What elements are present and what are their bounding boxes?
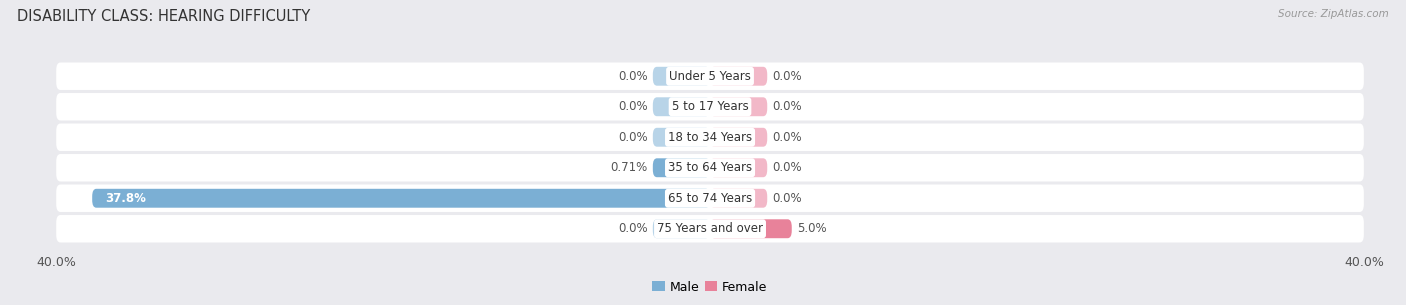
Text: 0.0%: 0.0% (619, 100, 648, 113)
FancyBboxPatch shape (56, 93, 1364, 120)
FancyBboxPatch shape (56, 124, 1364, 151)
Text: 35 to 64 Years: 35 to 64 Years (668, 161, 752, 174)
Text: 0.0%: 0.0% (772, 100, 801, 113)
FancyBboxPatch shape (710, 158, 768, 177)
Text: 0.0%: 0.0% (772, 70, 801, 83)
Text: DISABILITY CLASS: HEARING DIFFICULTY: DISABILITY CLASS: HEARING DIFFICULTY (17, 9, 311, 24)
FancyBboxPatch shape (56, 215, 1364, 242)
Text: 0.0%: 0.0% (619, 222, 648, 235)
FancyBboxPatch shape (710, 219, 792, 238)
FancyBboxPatch shape (652, 219, 710, 238)
Text: 0.0%: 0.0% (619, 131, 648, 144)
FancyBboxPatch shape (652, 158, 710, 177)
Text: 0.0%: 0.0% (772, 192, 801, 205)
FancyBboxPatch shape (710, 189, 768, 208)
Text: 5.0%: 5.0% (797, 222, 827, 235)
Text: 75 Years and over: 75 Years and over (657, 222, 763, 235)
Text: 0.71%: 0.71% (610, 161, 648, 174)
FancyBboxPatch shape (56, 185, 1364, 212)
FancyBboxPatch shape (93, 189, 710, 208)
FancyBboxPatch shape (710, 128, 768, 147)
Text: 5 to 17 Years: 5 to 17 Years (672, 100, 748, 113)
Legend: Male, Female: Male, Female (648, 275, 772, 299)
Text: 0.0%: 0.0% (772, 161, 801, 174)
Text: 0.0%: 0.0% (619, 70, 648, 83)
FancyBboxPatch shape (710, 67, 768, 86)
Text: 0.0%: 0.0% (772, 131, 801, 144)
FancyBboxPatch shape (652, 67, 710, 86)
FancyBboxPatch shape (56, 63, 1364, 90)
Text: Source: ZipAtlas.com: Source: ZipAtlas.com (1278, 9, 1389, 19)
FancyBboxPatch shape (652, 97, 710, 116)
Text: Under 5 Years: Under 5 Years (669, 70, 751, 83)
Text: 65 to 74 Years: 65 to 74 Years (668, 192, 752, 205)
FancyBboxPatch shape (710, 97, 768, 116)
FancyBboxPatch shape (652, 128, 710, 147)
Text: 37.8%: 37.8% (105, 192, 146, 205)
FancyBboxPatch shape (56, 154, 1364, 181)
Text: 18 to 34 Years: 18 to 34 Years (668, 131, 752, 144)
